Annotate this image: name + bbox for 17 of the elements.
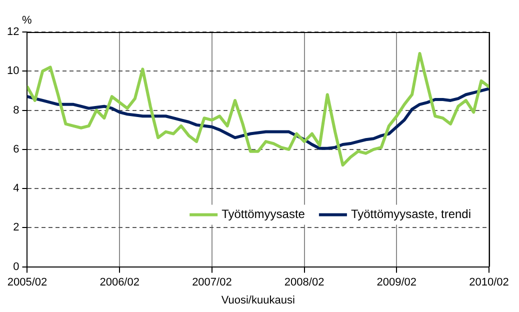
y-tick-label: 6 [13, 143, 20, 156]
x-tick-label: 2008/02 [284, 276, 324, 288]
y-axis-title: % [22, 14, 32, 27]
y-tick-label: 8 [13, 104, 20, 116]
y-tick-label: 0 [13, 260, 20, 273]
y-tick-label: 4 [13, 182, 20, 195]
x-tick-label: 2005/02 [7, 276, 48, 288]
legend-label: Työttömyysaste [222, 207, 306, 222]
x-tick-label: 2010/02 [469, 276, 509, 288]
x-tick-label: 2006/02 [100, 276, 140, 288]
y-tick-label: 12 [6, 26, 20, 38]
y-tick-label: 2 [13, 222, 20, 234]
x-axis-title: Vuosi/kuukausi [221, 294, 295, 307]
y-tick-label: 10 [6, 65, 20, 78]
x-tick-label: 2007/02 [192, 276, 232, 288]
legend-label: Työttömyysaste, trendi [350, 207, 471, 222]
x-tick-label: 2009/02 [376, 276, 417, 288]
